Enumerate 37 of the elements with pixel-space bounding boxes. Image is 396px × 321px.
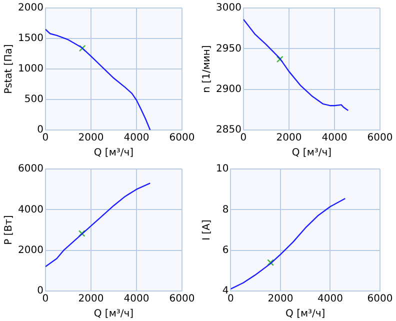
y-tick-label: 2950 [216,43,242,54]
y-tick-label: 1000 [18,64,44,75]
x-axis-title: Q [м³/ч] [286,308,326,320]
x-tick-label: 6000 [367,294,393,305]
y-axis-title: P [Вт] [4,215,15,245]
y-tick-label: 4000 [18,204,44,216]
y-tick-label: 3000 [216,2,242,14]
y-tick-label: 6 [222,244,229,256]
x-tick-label: 6000 [169,294,195,305]
x-tick-label: 6000 [367,132,393,144]
y-tick-label: 2000 [18,244,44,256]
x-tick-label: 2000 [78,132,104,144]
x-axis-title: Q [м³/ч] [94,148,134,159]
y-tick-label: 1500 [18,33,44,44]
x-tick-label: 4000 [318,294,343,305]
x-axis-title: Q [м³/ч] [292,148,332,159]
y-tick-label: 0 [37,124,44,136]
x-tick-label: 2000 [268,294,294,305]
x-tick-label: 4000 [124,294,150,305]
x-axis-title: Q [м³/ч] [94,308,134,320]
y-tick-label: 8 [222,204,229,216]
y-tick-label: 2900 [216,84,242,95]
y-tick-label: 4 [222,286,229,297]
y-tick-label: 0 [37,286,44,297]
y-axis-title: n [1/мин] [202,45,213,93]
y-tick-label: 2000 [18,2,44,14]
y-tick-label: 500 [24,94,44,106]
x-tick-label: 4000 [124,132,150,144]
x-tick-label: 4000 [322,132,348,144]
x-tick-label: 2000 [78,294,104,305]
y-axis-title: I [A] [202,220,213,240]
y-tick-label: 6000 [18,164,44,175]
x-tick-label: 6000 [169,132,195,144]
y-tick-label: 10 [216,164,229,175]
y-tick-label: 2850 [216,124,242,136]
y-axis-title: Pstat [Па] [4,44,15,94]
x-tick-label: 2000 [276,132,302,144]
